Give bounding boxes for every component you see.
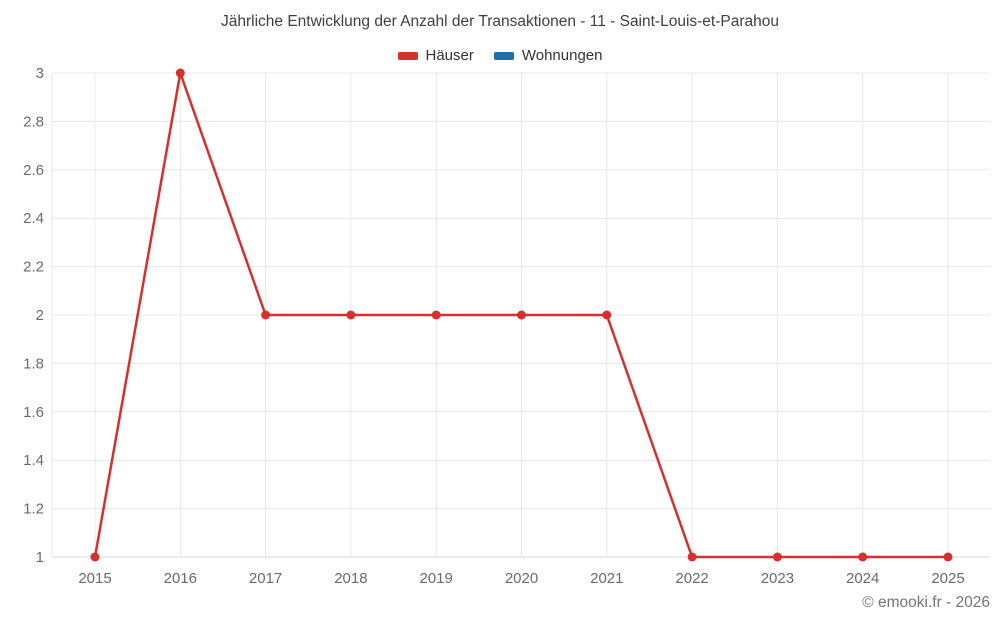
legend-swatch-wohnungen-icon [493, 51, 514, 60]
y-axis-tick-label: 1.2 [23, 501, 44, 518]
x-axis-tick-label: 2021 [590, 570, 623, 587]
legend-label-wohnungen: Wohnungen [521, 47, 603, 64]
x-axis-tick-label: 2020 [505, 570, 538, 587]
legend-item-hauser[interactable]: Häuser [397, 47, 474, 64]
y-axis-tick-label: 1 [36, 549, 44, 566]
data-point[interactable] [261, 310, 271, 320]
legend-swatch-hauser-icon [397, 51, 418, 60]
data-point[interactable] [687, 552, 697, 562]
y-axis-tick-label: 2.2 [23, 259, 44, 276]
y-axis-tick-label: 2.8 [23, 113, 44, 130]
y-axis-tick-label: 3 [36, 65, 44, 82]
y-axis-tick-label: 1.4 [23, 452, 44, 469]
x-axis-tick-label: 2018 [334, 570, 367, 587]
legend-label-hauser: Häuser [425, 47, 474, 64]
y-axis-tick-label: 2.4 [23, 210, 44, 227]
data-point[interactable] [943, 552, 953, 562]
data-point[interactable] [517, 310, 526, 320]
y-axis-tick-label: 1.8 [23, 355, 44, 372]
chart-title: Jährliche Entwicklung der Anzahl der Tra… [220, 13, 779, 30]
y-axis-tick-label: 1.6 [23, 404, 44, 421]
legend-item-wohnungen[interactable]: Wohnungen [493, 47, 603, 64]
x-axis-tick-label: 2016 [164, 570, 197, 587]
x-axis-tick-label: 2023 [761, 570, 794, 587]
x-axis-tick-label: 2019 [420, 570, 453, 587]
data-point[interactable] [431, 310, 441, 320]
data-point[interactable] [346, 310, 356, 320]
x-axis-tick-label: 2025 [931, 570, 964, 587]
data-point[interactable] [90, 552, 100, 562]
x-axis-tick-label: 2024 [846, 570, 879, 587]
y-axis-tick-label: 2.6 [23, 162, 44, 179]
x-axis-tick-label: 2017 [249, 570, 282, 587]
data-point[interactable] [602, 310, 612, 320]
data-point[interactable] [858, 552, 868, 562]
x-axis-tick-label: 2015 [78, 570, 111, 587]
chart-legend: Häuser Wohnungen [0, 47, 1000, 64]
x-axis-tick-label: 2022 [675, 570, 708, 587]
y-axis-tick-label: 2 [36, 307, 44, 324]
watermark-credit: © emooki.fr - 2026 [862, 594, 990, 611]
data-point[interactable] [772, 552, 782, 562]
data-point[interactable] [175, 68, 185, 78]
